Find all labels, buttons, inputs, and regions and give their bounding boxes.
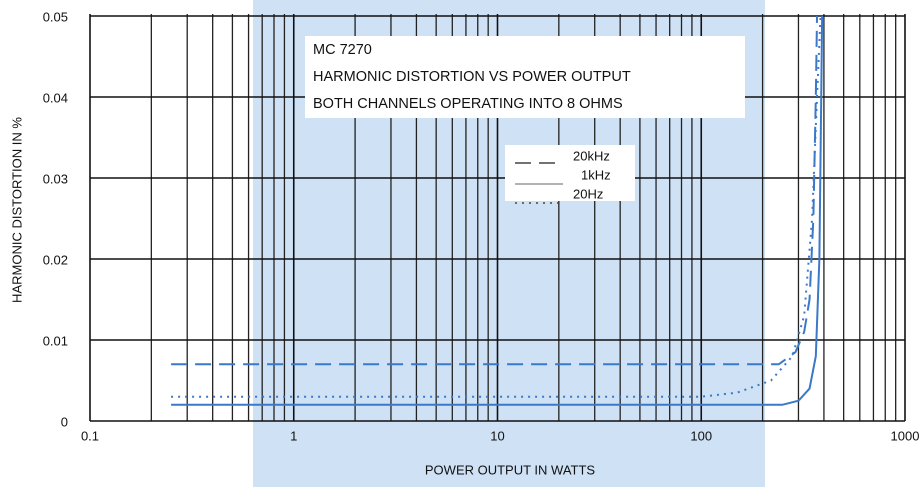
- series-line: [171, 15, 824, 406]
- legend-label: 1kHz: [581, 167, 611, 182]
- x-tick-label: 0.1: [81, 428, 99, 443]
- series-line: [171, 15, 819, 366]
- y-tick-label: 0.04: [43, 90, 68, 105]
- x-tick-label: 1000: [891, 428, 920, 443]
- x-tick-label: 100: [690, 428, 712, 443]
- legend-label: 20kHz: [573, 148, 610, 163]
- series-line: [171, 15, 822, 398]
- y-tick-label: 0.05: [43, 9, 68, 24]
- chart-title: BOTH CHANNELS OPERATING INTO 8 OHMS: [313, 96, 623, 112]
- x-tick-label: 10: [490, 428, 504, 443]
- chart-title: HARMONIC DISTORTION VS POWER OUTPUT: [313, 69, 631, 85]
- x-axis-label: POWER OUTPUT IN WATTS: [425, 462, 596, 477]
- legend-label: 20Hz: [573, 186, 603, 201]
- y-tick-label: 0: [61, 414, 68, 429]
- title-background: [305, 36, 745, 118]
- y-tick-label: 0.02: [43, 252, 68, 267]
- x-tick-label: 1: [290, 428, 297, 443]
- y-axis-label: HARMONIC DISTORTION IN %: [9, 117, 24, 303]
- legend-background: [505, 145, 635, 201]
- y-tick-label: 0.03: [43, 171, 68, 186]
- y-tick-label: 0.01: [43, 333, 68, 348]
- chart-title: MC 7270: [313, 42, 372, 58]
